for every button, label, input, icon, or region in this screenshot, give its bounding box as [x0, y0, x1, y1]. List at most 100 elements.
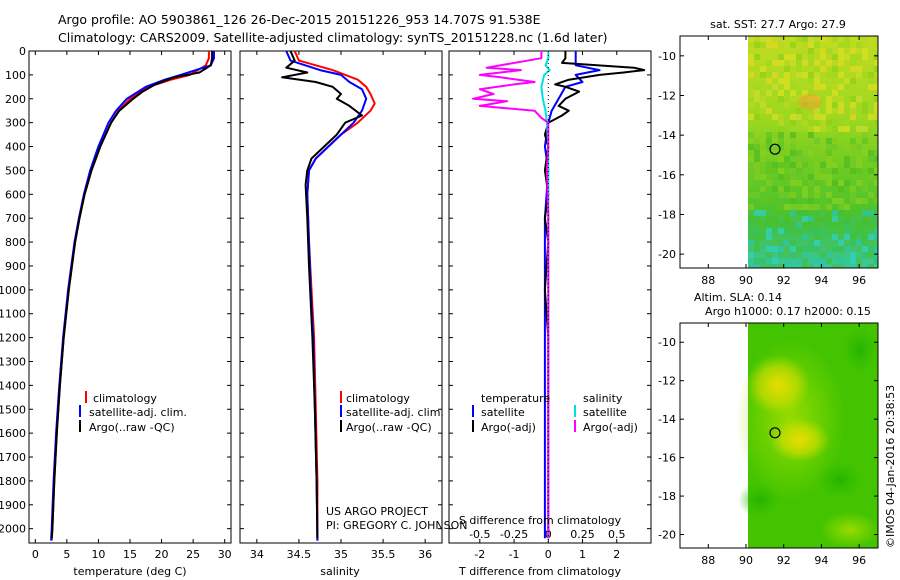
sst-cell — [826, 246, 832, 252]
sst-cell — [814, 36, 820, 42]
map-y-tick-label: -12 — [658, 375, 676, 388]
sst-cell — [796, 72, 802, 78]
sst-cell — [754, 216, 760, 222]
series-line-argo-raw-qc — [50, 51, 214, 539]
sst-cell — [778, 174, 784, 180]
sst-cell — [856, 54, 862, 60]
sst-cell — [772, 114, 778, 120]
sst-cell — [760, 66, 766, 72]
series-line-climatology — [50, 51, 210, 541]
sst-cell — [808, 240, 814, 246]
sst-cell — [826, 192, 832, 198]
sst-cell — [784, 54, 790, 60]
sst-cell — [802, 168, 808, 174]
sst-cell — [802, 234, 808, 240]
sst-cell — [850, 222, 856, 228]
sst-cell — [856, 144, 862, 150]
sst-cell — [766, 180, 772, 186]
map-x-tick-label: 88 — [701, 274, 715, 287]
sst-cell — [862, 72, 868, 78]
sst-cell — [856, 228, 862, 234]
sst-cell — [850, 102, 856, 108]
sst-cell — [766, 258, 772, 264]
sst-cell — [748, 192, 754, 198]
sst-cell — [874, 90, 878, 96]
sst-cell — [838, 54, 844, 60]
sst-cell — [868, 252, 874, 258]
sst-cell — [778, 114, 784, 120]
sst-cell — [802, 60, 808, 66]
sst-cell — [772, 264, 778, 268]
sst-cell — [814, 66, 820, 72]
sst-cell — [784, 258, 790, 264]
sst-cell — [748, 204, 754, 210]
sst-cell — [778, 60, 784, 66]
sst-cell — [850, 258, 856, 264]
sst-cell — [778, 156, 784, 162]
temperature-panel: 0100200300400500600700800900100011001200… — [0, 45, 232, 578]
sst-cell — [874, 54, 878, 60]
sst-cell — [796, 222, 802, 228]
sst-cell — [796, 180, 802, 186]
sst-cell — [754, 258, 760, 264]
sst-cell — [820, 66, 826, 72]
sst-cell — [844, 156, 850, 162]
sst-cell — [832, 234, 838, 240]
sst-cell — [820, 54, 826, 60]
map-x-tick-label: 92 — [777, 274, 791, 287]
sst-cell — [748, 162, 754, 168]
sst-cell — [766, 72, 772, 78]
sst-cell — [796, 246, 802, 252]
sst-cell — [820, 252, 826, 258]
sst-cell — [862, 126, 868, 132]
sst-cell — [868, 210, 874, 216]
sst-cell — [778, 126, 784, 132]
sst-cell — [868, 84, 874, 90]
sst-cell — [748, 264, 754, 268]
sst-cell — [844, 36, 850, 42]
figure-title-line2: Climatology: CARS2009. Satellite-adjuste… — [58, 30, 608, 45]
sst-cell — [802, 264, 808, 268]
sst-cell — [850, 192, 856, 198]
sst-cell — [766, 108, 772, 114]
sst-cell — [826, 96, 832, 102]
sst-cell — [850, 54, 856, 60]
sst-cell — [862, 54, 868, 60]
sla-low-region-2 — [815, 460, 865, 500]
sst-cell — [826, 138, 832, 144]
sst-cell — [820, 114, 826, 120]
sst-cell — [850, 240, 856, 246]
sst-cell — [778, 240, 784, 246]
sst-cell — [766, 234, 772, 240]
sst-cell — [808, 36, 814, 42]
sst-cell — [856, 246, 862, 252]
map-y-tick-label: -20 — [658, 529, 676, 542]
map-y-tick-label: -14 — [658, 413, 676, 426]
sst-cell — [838, 246, 844, 252]
x-tick-label: 15 — [123, 548, 137, 561]
y-tick-label: 1700 — [0, 451, 26, 464]
map-y-tick-label: -10 — [658, 336, 676, 349]
sst-cell — [868, 150, 874, 156]
y-tick-label: 1400 — [0, 379, 26, 392]
sst-cell — [754, 144, 760, 150]
sst-cell — [748, 114, 754, 120]
sst-cell — [874, 222, 878, 228]
sst-cell — [784, 90, 790, 96]
map-x-tick-label: 90 — [739, 274, 753, 287]
sst-cell — [760, 210, 766, 216]
map-y-tick-label: -14 — [658, 129, 676, 142]
sst-cell — [784, 240, 790, 246]
sst-cell — [808, 174, 814, 180]
sst-cell — [748, 210, 754, 216]
sst-cell — [796, 210, 802, 216]
difference-top-axis-label: S difference from climatology — [459, 514, 622, 527]
x-tick-label: 0 — [545, 548, 552, 561]
sst-cell — [778, 246, 784, 252]
sst-cell — [772, 144, 778, 150]
sst-cell — [760, 42, 766, 48]
x-tick-label: 2 — [613, 548, 620, 561]
sst-cell — [754, 168, 760, 174]
x-tick-label: 5 — [63, 548, 70, 561]
series-line-argo-raw-qc — [281, 51, 363, 539]
